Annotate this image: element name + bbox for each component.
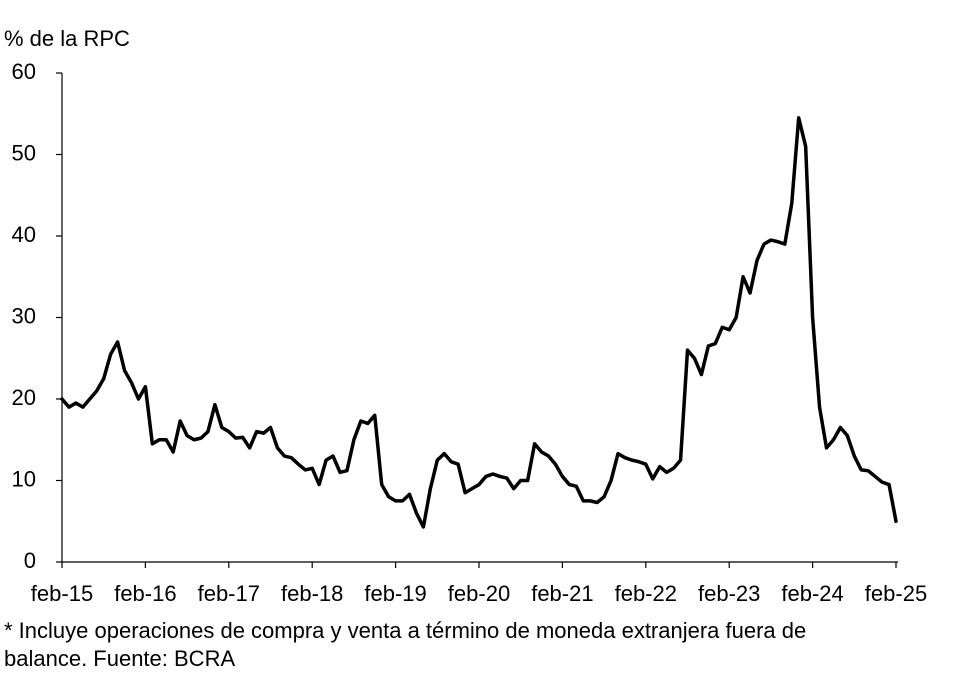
x-tick-label: feb-16 <box>114 581 176 606</box>
x-tick-label: feb-17 <box>198 581 260 606</box>
line-series <box>60 116 898 529</box>
y-tick-label: 20 <box>12 385 36 410</box>
x-tick-label: feb-15 <box>31 581 93 606</box>
x-tick-label: feb-18 <box>281 581 343 606</box>
footnote: * Incluye operaciones de compra y venta … <box>4 618 806 643</box>
y-tick-label: 10 <box>12 466 36 491</box>
y-tick-label: 30 <box>12 303 36 328</box>
x-tick-label: feb-23 <box>698 581 760 606</box>
x-tick-label: feb-19 <box>364 581 426 606</box>
footnote: balance. Fuente: BCRA <box>4 646 235 671</box>
y-tick-label: 40 <box>12 222 36 247</box>
x-tick-label: feb-20 <box>448 581 510 606</box>
x-tick-label: feb-25 <box>865 581 927 606</box>
y-tick-label: 50 <box>12 140 36 165</box>
x-tick-label: feb-21 <box>531 581 593 606</box>
chart-title: % de la RPC <box>4 26 130 51</box>
y-tick-label: 0 <box>24 548 36 573</box>
x-tick-label: feb-22 <box>615 581 677 606</box>
y-tick-label: 60 <box>12 59 36 84</box>
x-tick-label: feb-24 <box>781 581 843 606</box>
